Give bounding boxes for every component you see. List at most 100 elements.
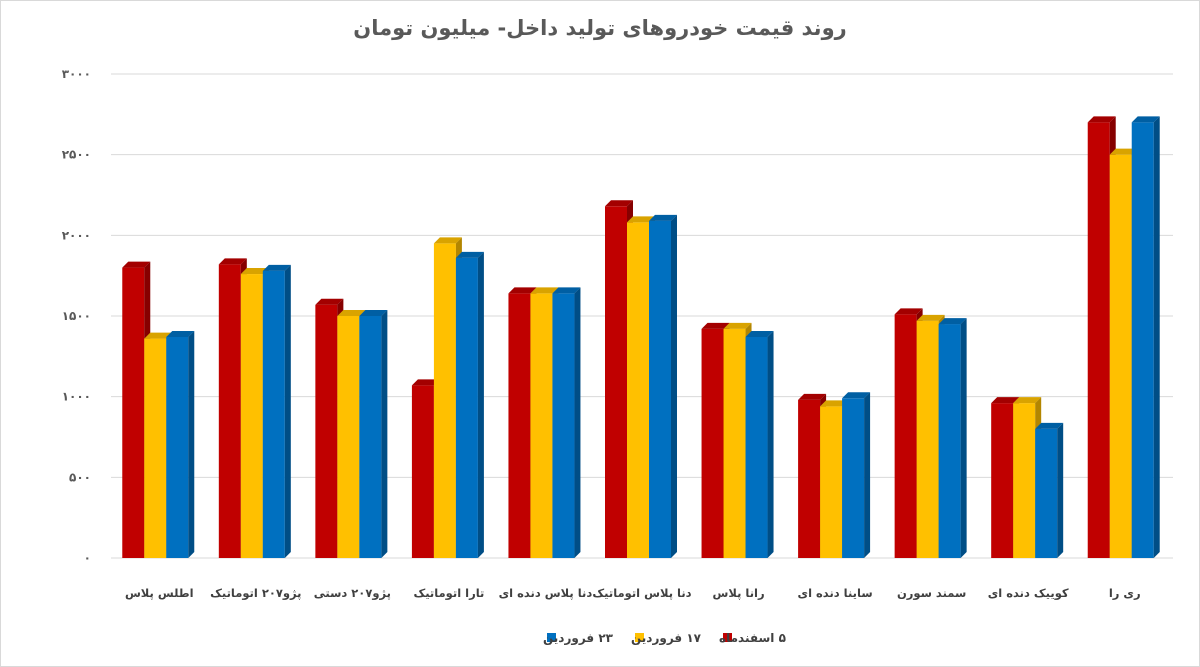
bar-side: [1057, 422, 1064, 558]
bar-front: [508, 293, 531, 558]
bar: [938, 318, 967, 558]
legend-label: ۲۳ فروردین: [543, 631, 614, 646]
bar-top: [894, 308, 923, 315]
bar-front: [433, 243, 456, 558]
bar-top: [842, 392, 871, 399]
bar-side: [381, 310, 388, 558]
bar-front: [1013, 403, 1036, 558]
category-label: کوییک دنده ای: [988, 586, 1069, 601]
bar-front: [1131, 122, 1154, 559]
bar-top: [701, 322, 730, 329]
bar-front: [627, 222, 649, 558]
bar-top: [337, 310, 366, 316]
bar-top: [455, 251, 484, 258]
bar-side: [864, 392, 871, 558]
bars: [122, 116, 1160, 559]
legend-swatch: [547, 633, 556, 642]
y-tick-label: ۰: [84, 551, 91, 565]
category-label: دنا پلاس دنده ای: [499, 586, 593, 600]
bar-top: [649, 214, 677, 221]
bar-front: [315, 304, 338, 558]
chart-title: روند قیمت خودروهای تولید داخل- میلیون تو…: [353, 16, 846, 40]
category-label: ری را: [1109, 586, 1141, 600]
bar-top: [1087, 116, 1116, 123]
legend-swatch: [723, 633, 732, 642]
bar-front: [894, 314, 917, 558]
bar-top: [262, 264, 291, 271]
bar-side: [574, 287, 581, 558]
category-label: پژو۲۰۷ اتوماتیک: [210, 586, 301, 601]
bar-top: [1109, 148, 1138, 155]
y-tick-label: ۱۰۰۰: [62, 390, 91, 404]
bar-top: [315, 298, 344, 305]
bar-front: [649, 220, 671, 558]
bar-top: [938, 318, 967, 325]
bar-front: [820, 406, 843, 558]
category-label: اطلس پلاس: [125, 586, 194, 600]
bar-top: [723, 322, 752, 329]
bar-front: [166, 336, 189, 558]
legend-label: ۱۷ فروردین: [631, 631, 702, 646]
bar-side: [284, 264, 291, 558]
bar-top: [411, 379, 440, 386]
bar-top: [433, 237, 462, 244]
bar-front: [798, 399, 821, 558]
bar: [552, 287, 581, 558]
bar-front: [552, 293, 575, 558]
y-tick-label: ۲۵۰۰: [62, 148, 91, 162]
bar-front: [916, 320, 939, 558]
bar-top: [605, 200, 633, 207]
bar-top: [627, 216, 655, 223]
bar: [455, 251, 484, 559]
category-label: پژو۲۰۷ دستی: [314, 586, 391, 601]
bar-top: [820, 400, 849, 407]
bar: [842, 392, 871, 558]
bar-top: [359, 310, 388, 316]
bar-top: [240, 268, 269, 275]
y-tick-label: ۵۰۰: [69, 470, 91, 484]
y-tick-label: ۲۰۰۰: [62, 228, 91, 242]
category-label: سمند سورن: [897, 586, 966, 601]
bar: [649, 214, 677, 558]
bar-front: [723, 328, 746, 558]
category-label: تارا اتوماتیک: [413, 586, 484, 601]
bar-top: [166, 330, 195, 337]
bar-front: [842, 398, 865, 558]
bar-side: [1153, 116, 1160, 559]
bar-front: [1109, 154, 1132, 558]
bar-front: [701, 328, 724, 558]
bar-side: [671, 214, 677, 558]
category-label: دنا پلاس اتوماتیک: [592, 586, 691, 601]
bar-top: [991, 397, 1020, 404]
legend-item: ۲۳ فروردین: [543, 631, 614, 646]
bar-front: [745, 336, 768, 558]
y-tick-label: ۳۰۰۰: [62, 67, 91, 81]
bar-top: [745, 330, 774, 337]
y-axis-ticks: ۰ ۵۰۰ ۱۰۰۰ ۱۵۰۰ ۲۰۰۰ ۲۵۰۰ ۳۰۰۰: [62, 67, 91, 565]
bar-top: [552, 287, 581, 294]
bar-top: [1035, 422, 1064, 429]
bar-front: [411, 385, 434, 558]
legend-item: ۵ اسفندماه: [719, 631, 786, 645]
bar-side: [477, 251, 484, 559]
bar-front: [991, 403, 1014, 558]
bar-top: [1013, 397, 1042, 404]
bar: [1035, 422, 1064, 558]
bar-top: [530, 287, 559, 294]
bar: [359, 310, 388, 558]
bar-front: [144, 338, 167, 558]
bar-front: [218, 264, 241, 558]
category-label: ساینا دنده ای: [798, 586, 873, 600]
bar-front: [455, 257, 478, 558]
bar-top: [798, 393, 827, 400]
bar-top: [1131, 116, 1160, 123]
x-axis-labels: اطلس پلاس پژو۲۰۷ اتوماتیک پژو۲۰۷ دستی تارا …: [125, 586, 1141, 601]
bar-front: [605, 206, 627, 558]
bar: [262, 264, 291, 558]
bar-front: [337, 316, 360, 558]
bar-side: [767, 330, 774, 558]
bar-front: [240, 274, 263, 558]
bar-top: [218, 258, 247, 265]
